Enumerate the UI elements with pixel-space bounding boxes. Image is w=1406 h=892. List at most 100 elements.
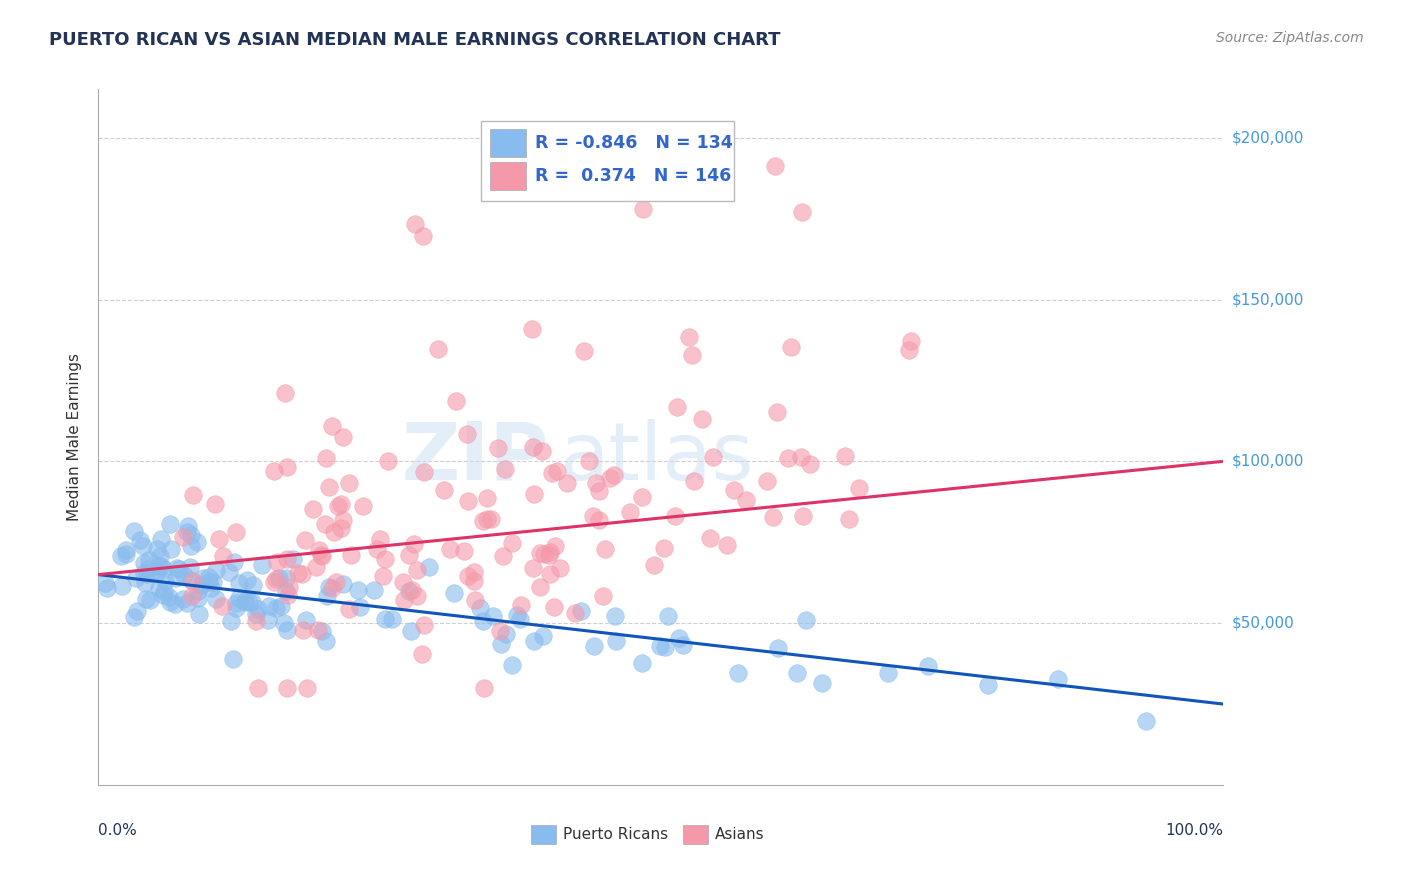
Point [132, 556, 155, 570]
Point [546, 464, 568, 478]
Point [672, 638, 695, 652]
Point [665, 400, 688, 414]
Point [406, 563, 429, 577]
Point [191, 571, 214, 585]
Point [404, 217, 426, 231]
Point [457, 494, 479, 508]
Point [172, 530, 194, 544]
Point [470, 600, 492, 615]
Point [555, 476, 578, 491]
Point [834, 449, 856, 463]
Point [574, 343, 596, 358]
Point [763, 159, 786, 173]
Point [233, 594, 256, 608]
Point [593, 541, 616, 556]
Point [654, 640, 676, 655]
Point [463, 565, 485, 579]
Text: 100.0%: 100.0% [1166, 823, 1223, 838]
Point [200, 581, 222, 595]
Point [631, 491, 654, 505]
Point [664, 508, 686, 523]
Point [472, 681, 495, 695]
Point [139, 593, 162, 607]
Point [792, 508, 814, 523]
Point [543, 600, 565, 615]
Point [321, 419, 343, 434]
Point [794, 613, 817, 627]
Point [550, 561, 572, 575]
Point [166, 560, 188, 574]
Point [187, 607, 209, 621]
Point [329, 497, 352, 511]
Point [786, 665, 808, 680]
Point [603, 468, 626, 483]
Point [657, 609, 679, 624]
Point [181, 574, 204, 588]
Point [159, 541, 181, 556]
Point [323, 524, 346, 539]
Point [145, 566, 167, 580]
Point [368, 532, 391, 546]
Point [295, 681, 318, 695]
Text: $50,000: $50,000 [1232, 615, 1295, 631]
Point [266, 555, 288, 569]
Point [456, 426, 478, 441]
Point [690, 412, 713, 426]
Point [276, 551, 298, 566]
Point [495, 626, 517, 640]
Point [392, 575, 415, 590]
Point [316, 590, 339, 604]
Point [159, 517, 181, 532]
Point [900, 334, 922, 348]
Point [529, 580, 551, 594]
Point [766, 405, 789, 419]
Point [157, 591, 180, 605]
Point [222, 555, 245, 569]
Point [96, 582, 118, 596]
Point [592, 589, 614, 603]
Point [148, 581, 170, 595]
Text: atlas: atlas [560, 419, 754, 497]
Point [538, 545, 561, 559]
Point [139, 566, 162, 581]
Point [482, 609, 505, 624]
Point [247, 602, 270, 616]
Point [619, 505, 641, 519]
Point [115, 543, 138, 558]
Point [464, 593, 486, 607]
FancyBboxPatch shape [489, 162, 526, 190]
Point [149, 549, 172, 563]
Point [501, 536, 523, 550]
Point [165, 571, 187, 585]
Point [315, 634, 337, 648]
Point [201, 575, 224, 590]
Text: Source: ZipAtlas.com: Source: ZipAtlas.com [1216, 31, 1364, 45]
Point [780, 340, 803, 354]
Point [1135, 714, 1157, 728]
Point [287, 566, 309, 580]
Point [838, 512, 860, 526]
Point [180, 528, 202, 542]
Point [678, 330, 700, 344]
Point [581, 508, 603, 523]
Point [208, 532, 231, 546]
Point [330, 521, 353, 535]
Point [326, 500, 349, 514]
Point [494, 462, 516, 476]
Point [509, 598, 531, 612]
FancyBboxPatch shape [683, 824, 709, 844]
Point [172, 591, 194, 606]
Point [180, 540, 202, 554]
Point [276, 681, 298, 695]
Point [181, 488, 204, 502]
Point [115, 547, 138, 561]
Point [799, 457, 821, 471]
Point [374, 551, 396, 566]
Point [250, 558, 273, 572]
Point [242, 578, 264, 592]
Point [588, 484, 610, 499]
Point [569, 604, 592, 618]
Point [150, 532, 173, 546]
Point [283, 552, 305, 566]
Point [443, 585, 465, 599]
